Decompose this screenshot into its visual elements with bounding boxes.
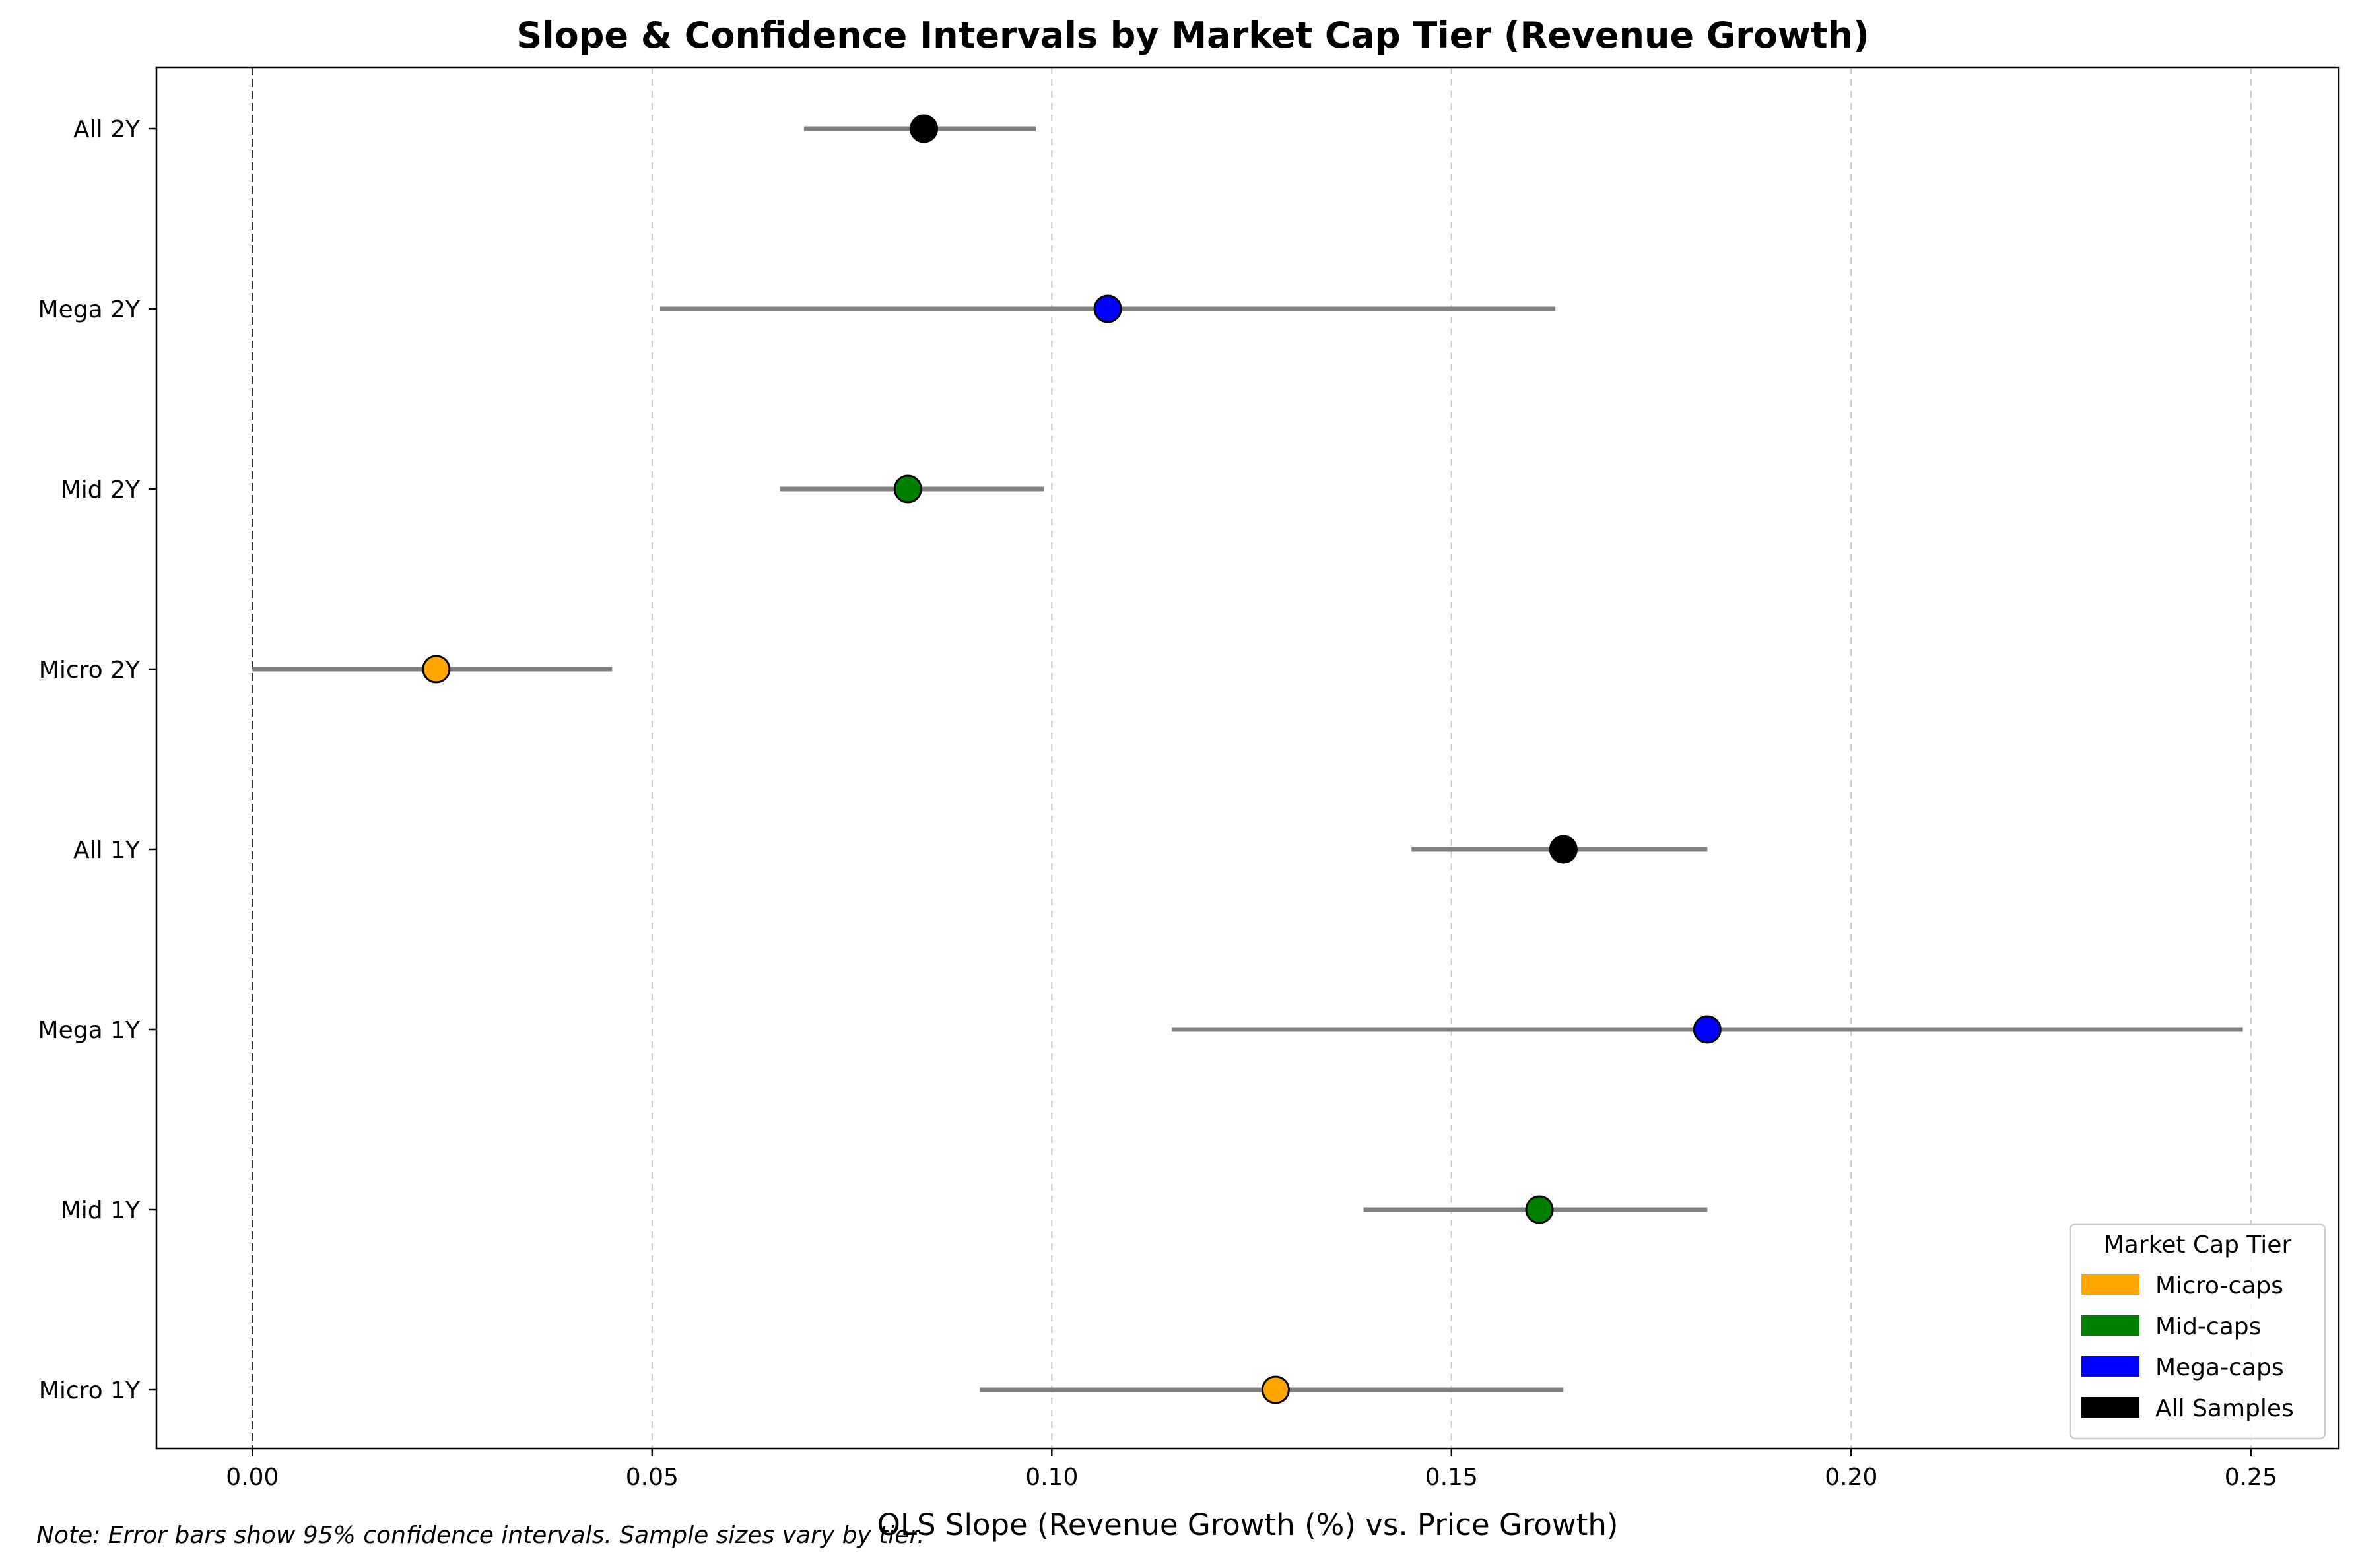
chart-title: Slope & Confidence Intervals by Market C… [516,15,1869,56]
legend-label: Mid-caps [2155,1313,2261,1340]
legend-label: Micro-caps [2155,1272,2283,1299]
x-axis-label: OLS Slope (Revenue Growth (%) vs. Price … [877,1507,1619,1542]
y-tick-label: Mid 2Y [61,476,141,504]
x-tick-label: 0.05 [626,1464,679,1491]
data-point [1261,1375,1290,1404]
data-point [893,474,922,504]
y-tick-label: Mid 1Y [61,1197,141,1224]
y-tick-label: All 2Y [73,116,141,143]
legend: Market Cap Tier Micro-caps Mid-caps Mega-c… [2069,1223,2326,1440]
data-point [1093,294,1122,323]
data-point [1525,1195,1554,1224]
x-tick-label: 0.00 [226,1464,279,1491]
x-tick-label: 0.10 [1025,1464,1078,1491]
chart-note: Note: Error bars show 95% confidence int… [36,1522,924,1549]
y-tick-label: Micro 2Y [39,657,141,684]
y-axis-ticks: All 2Y Mega 2Y Mid 2Y Micro 2Y All 1Y Mega 1Y… [38,116,156,1404]
legend-swatch [2081,1356,2139,1377]
plot-frame [155,66,2340,1450]
legend-title: Market Cap Tier [2104,1231,2292,1258]
x-tick-label: 0.25 [2225,1464,2277,1491]
y-tick-label: Mega 1Y [38,1017,141,1044]
y-tick-label: Mega 2Y [38,296,141,323]
x-axis-ticks: 0.00 0.05 0.10 0.15 0.20 0.25 [226,1449,2277,1491]
data-point [1693,1015,1722,1044]
data-points [422,114,1722,1404]
data-point [422,655,451,684]
x-tick-label: 0.20 [1825,1464,1877,1491]
legend-entries: Micro-caps Mid-caps Mega-caps All Samples [2081,1272,2294,1422]
legend-label: Mega-caps [2155,1354,2284,1381]
y-tick-label: All 1Y [73,837,141,864]
legend-swatch [2081,1397,2139,1418]
legend-label: All Samples [2155,1395,2294,1422]
data-point [1549,835,1578,864]
data-point [910,114,939,143]
x-tick-label: 0.15 [1425,1464,1478,1491]
legend-swatch [2081,1274,2139,1295]
legend-swatch [2081,1315,2139,1336]
y-tick-label: Micro 1Y [39,1377,141,1404]
grid [651,67,2252,1449]
